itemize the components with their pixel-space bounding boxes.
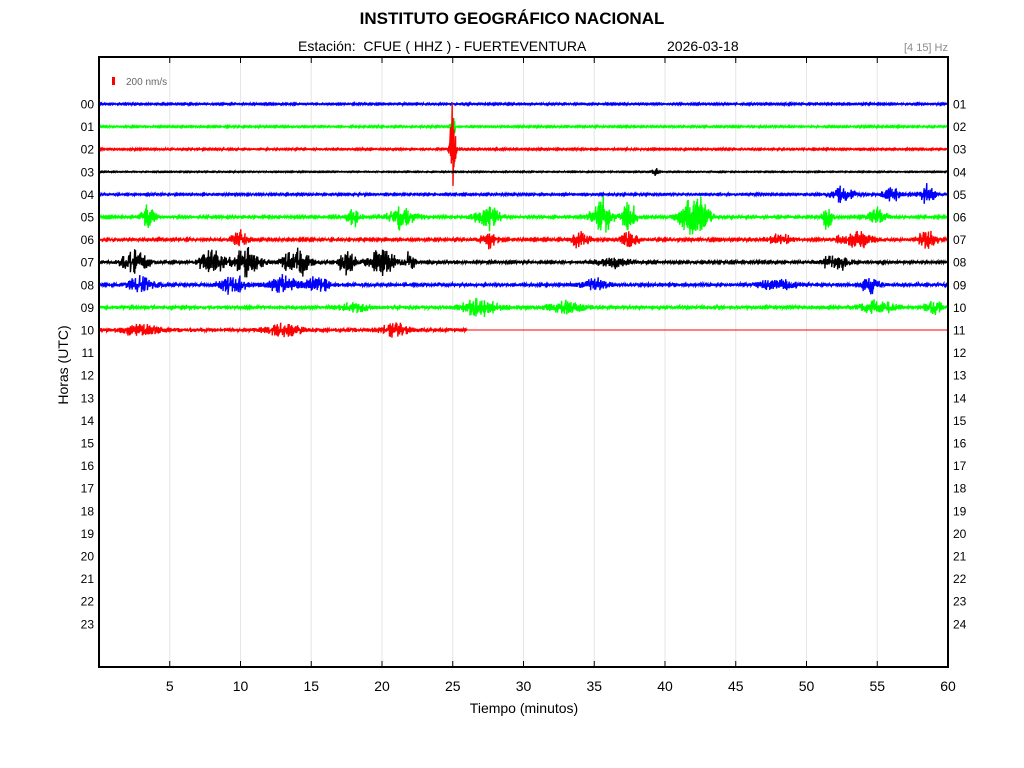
trace-hour-02	[98, 103, 948, 186]
hour-label-left: 05	[81, 211, 95, 225]
hour-label-right: 08	[953, 256, 967, 270]
hour-label-right: 07	[953, 233, 967, 247]
hour-label-right: 13	[953, 369, 967, 383]
hour-label-right: 06	[953, 211, 967, 225]
hour-label-left: 19	[81, 527, 95, 541]
frequency-band: [4 15] Hz	[903, 42, 948, 54]
hour-label-right: 20	[953, 527, 967, 541]
hour-label-left: 16	[81, 459, 95, 473]
hour-label-left: 01	[81, 120, 95, 134]
hour-label-right: 12	[953, 346, 967, 360]
hour-label-left: 17	[81, 482, 95, 496]
hour-label-left: 11	[82, 346, 95, 360]
hour-label-left: 15	[81, 437, 95, 451]
hour-label-right: 23	[953, 595, 967, 609]
x-axis-label: Tiempo (minutos)	[469, 700, 579, 716]
chart-title: INSTITUTO GEOGRÁFICO NACIONAL	[359, 9, 665, 28]
scale-bar-label: 200 nm/s	[126, 77, 167, 88]
x-tick-label: 5	[166, 678, 174, 694]
x-tick-label: 25	[445, 678, 461, 694]
seismic-traces	[98, 100, 948, 338]
hour-label-right: 24	[953, 617, 967, 631]
hour-label-right: 15	[953, 414, 967, 428]
hour-label-left: 09	[81, 301, 95, 315]
scale-bar: 200 nm/s	[112, 77, 167, 88]
x-tick-label: 45	[728, 678, 744, 694]
trace-hour-10	[98, 322, 468, 338]
hour-label-left: 14	[81, 414, 95, 428]
trace-hour-07	[98, 246, 948, 278]
trace-hour-09	[98, 297, 948, 318]
trace-hour-05	[98, 195, 948, 235]
scale-bar-mark	[112, 77, 115, 85]
hour-label-left: 23	[81, 617, 95, 631]
trace-hour-03	[98, 168, 948, 176]
hour-label-right: 01	[953, 98, 967, 112]
hour-label-left: 10	[81, 324, 95, 338]
x-tick-label: 50	[799, 678, 815, 694]
x-tick-label: 35	[586, 678, 602, 694]
hour-label-left: 22	[81, 595, 95, 609]
hour-label-left: 03	[81, 165, 95, 179]
x-tick-label: 15	[303, 678, 319, 694]
hour-label-right: 11	[953, 324, 966, 338]
hour-label-right: 02	[953, 120, 967, 134]
x-tick-label: 40	[657, 678, 673, 694]
hour-label-left: 08	[81, 278, 95, 292]
hour-label-right: 19	[953, 504, 967, 518]
grid-lines	[169, 57, 878, 667]
hour-label-left: 00	[81, 98, 95, 112]
hour-label-right: 22	[953, 572, 967, 586]
hour-label-right: 09	[953, 278, 967, 292]
x-tick-label: 30	[516, 678, 532, 694]
axis-ticks: 5 10 15 20 25 30 35 40 45 50 55 60 00 01 01 02 02 03 03 04 0…	[81, 57, 967, 694]
hour-label-right: 14	[953, 391, 967, 405]
hour-label-right: 18	[953, 482, 967, 496]
hour-label-left: 13	[81, 391, 95, 405]
trace-hour-08	[98, 274, 948, 295]
trace-hour-06	[98, 229, 948, 250]
hour-label-left: 02	[81, 143, 95, 157]
trace-hour-00	[98, 100, 948, 108]
station-label: Estación:	[298, 38, 356, 54]
hour-label-left: 04	[81, 188, 95, 202]
hour-label-left: 20	[81, 550, 95, 564]
hour-label-left: 06	[81, 233, 95, 247]
hour-label-right: 21	[953, 550, 967, 564]
hour-label-right: 10	[953, 301, 967, 315]
trace-hour-04	[98, 183, 948, 204]
trace-hour-01	[98, 118, 948, 136]
hour-label-right: 16	[953, 437, 967, 451]
station-name: CFUE ( HHZ ) - FUERTEVENTURA	[363, 38, 587, 54]
hour-label-right: 04	[953, 165, 967, 179]
x-tick-label: 10	[233, 678, 249, 694]
hour-label-right: 03	[953, 143, 967, 157]
hour-label-left: 12	[81, 369, 95, 383]
hour-label-left: 21	[81, 572, 95, 586]
record-date: 2026-03-18	[667, 38, 739, 54]
hour-label-left: 07	[81, 256, 95, 270]
hour-label-right: 05	[953, 188, 967, 202]
x-tick-label: 60	[940, 678, 956, 694]
x-tick-label: 55	[869, 678, 885, 694]
x-tick-label: 20	[374, 678, 390, 694]
hour-label-left: 18	[81, 504, 95, 518]
station-subtitle: Estación: CFUE ( HHZ ) - FUERTEVENTURA	[298, 38, 586, 54]
hour-label-right: 17	[953, 459, 967, 473]
